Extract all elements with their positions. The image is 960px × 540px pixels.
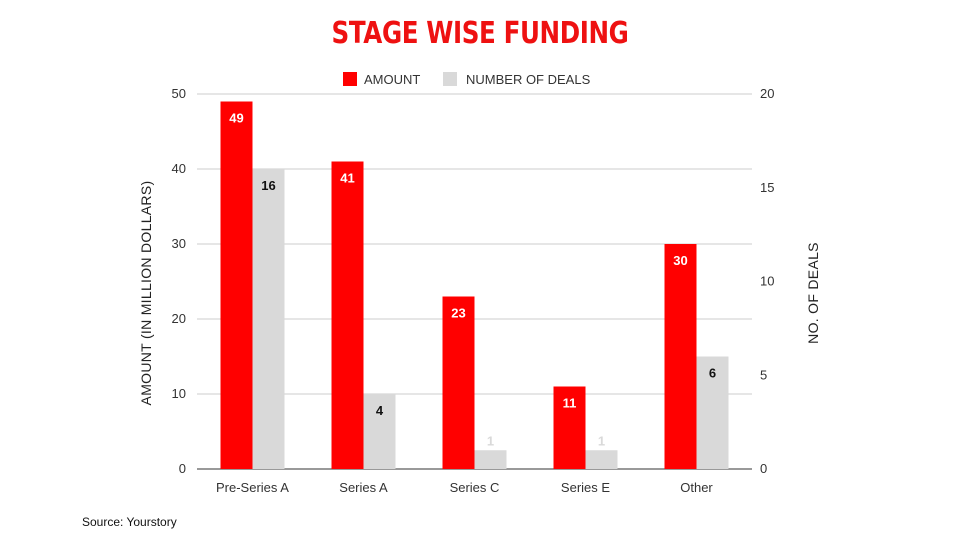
- deals-bar: [585, 450, 618, 469]
- left-tick-label: 20: [172, 311, 186, 326]
- deals-bar: [474, 450, 507, 469]
- right-tick-label: 0: [760, 461, 767, 476]
- deals-bar: [696, 356, 729, 469]
- right-axis-ticks: 0 5 10 15 20: [760, 86, 774, 476]
- amount-bar: [442, 296, 475, 469]
- legend: AMOUNT NUMBER OF DEALS: [343, 72, 591, 87]
- deals-data-label: 16: [261, 178, 275, 193]
- category-labels: Pre-Series A Series A Series C Series E Othe…: [216, 480, 713, 495]
- legend-swatch-deals: [443, 72, 457, 86]
- right-tick-label: 5: [760, 367, 767, 382]
- left-tick-label: 10: [172, 386, 186, 401]
- left-tick-label: 50: [172, 86, 186, 101]
- left-axis-ticks: 0 10 20 30 40 50: [172, 86, 186, 476]
- right-tick-label: 15: [760, 180, 774, 195]
- legend-swatch-amount: [343, 72, 357, 86]
- category-label: Other: [680, 480, 713, 495]
- left-tick-label: 40: [172, 161, 186, 176]
- deals-bar: [252, 169, 285, 469]
- legend-label-deals: NUMBER OF DEALS: [466, 72, 591, 87]
- chart-title: STAGE WISE FUNDING: [331, 16, 629, 51]
- deals-bar: [363, 394, 396, 469]
- deals-data-label: 1: [487, 433, 494, 448]
- amount-bar: [664, 244, 697, 469]
- amount-data-label: 23: [451, 306, 465, 321]
- amount-bar: [331, 161, 364, 469]
- left-tick-label: 30: [172, 236, 186, 251]
- left-tick-label: 0: [179, 461, 186, 476]
- amount-data-label: 41: [340, 171, 354, 186]
- category-label: Series A: [339, 480, 388, 495]
- category-label: Series E: [561, 480, 610, 495]
- right-axis-title: NO. OF DEALS: [805, 242, 821, 344]
- amount-data-label: 30: [673, 253, 687, 268]
- amount-bar: [220, 101, 253, 469]
- right-tick-label: 20: [760, 86, 774, 101]
- left-axis-title: AMOUNT (IN MILLION DOLLARS): [138, 181, 154, 406]
- amount-data-label: 49: [229, 111, 243, 126]
- category-label: Series C: [450, 480, 500, 495]
- deals-data-label: 1: [598, 433, 605, 448]
- deals-data-label: 6: [709, 366, 716, 381]
- category-label: Pre-Series A: [216, 480, 289, 495]
- right-tick-label: 10: [760, 274, 774, 289]
- deals-data-label: 4: [376, 403, 384, 418]
- amount-data-label: 11: [563, 396, 577, 411]
- legend-label-amount: AMOUNT: [364, 72, 420, 87]
- amount-bar: [553, 386, 586, 469]
- source-note: Source: Yourstory: [82, 515, 177, 529]
